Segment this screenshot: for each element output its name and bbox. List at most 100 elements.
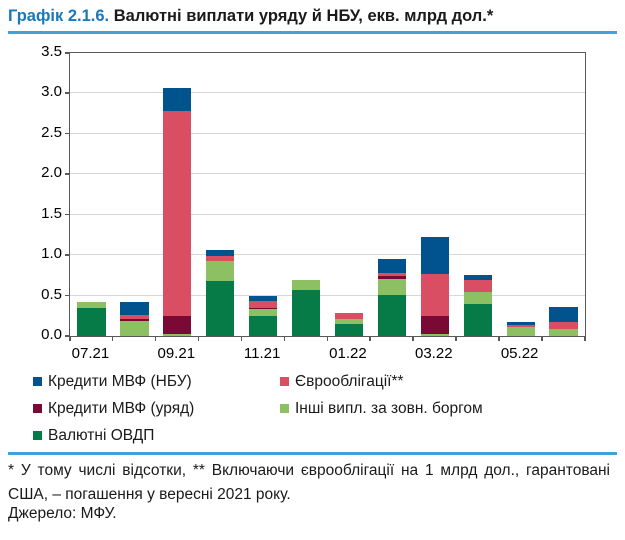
stacked-bar-06.22 [549,306,578,336]
stacked-bar-09.21 [163,87,192,336]
gridline [70,213,585,215]
x-axis-label: 09.21 [157,345,196,362]
bar-segment [291,280,321,290]
bar-slot-11.21 [242,53,285,336]
bar-segment [377,259,407,273]
bar-segment [377,272,407,277]
bar-slot-08.21 [113,53,156,336]
plot-area [69,52,586,337]
bar-segment [77,302,106,308]
bar-segment [248,301,278,308]
bar-segment [163,333,192,336]
y-tick [65,52,69,54]
legend-label: Кредити МВФ (уряд) [48,399,195,417]
legend-item: Валютні ОВДП [33,422,194,449]
bar-segment [163,315,192,334]
bar-segment [420,315,449,334]
bar-segment [120,321,149,336]
bar-segment [77,307,106,336]
x-axis-label: 05.22 [500,345,539,362]
legend-label: Валютні ОВДП [48,426,155,444]
bar-segment [420,237,449,274]
x-tick [240,337,243,341]
chart-region: 0.0 0.5 1.0 1.5 2.0 2.5 3.0 3.5 07.21 09.21 11.21… [0,43,625,365]
stacked-bar-10.21 [206,250,235,336]
bar-segment [463,291,492,304]
y-tick [65,294,69,297]
bar-segment [248,307,278,310]
x-tick [283,337,286,341]
x-axis-label: 11.21 [243,345,281,362]
bar-segment [248,296,278,302]
stacked-bar-03.22 [420,237,449,336]
x-tick [455,337,457,341]
chart-title: Графік 2.1.6. Валютні виплати уряду й НБ… [8,7,617,26]
y-axis-label: 3.0 [41,83,62,101]
bar-segment [506,322,535,325]
bar-segment [291,289,321,336]
gridline [70,294,585,296]
x-tick [154,337,157,341]
bar-segment [334,312,364,320]
bar-segment [206,250,235,256]
bar-segment [377,294,407,336]
x-tick [197,337,200,341]
gridline [70,132,585,134]
bar-segment [549,306,578,323]
bar-segment [377,276,407,279]
x-tick [412,337,414,341]
x-axis-label: 07.21 [71,345,110,362]
source-text: Джерело: МФУ. [8,505,117,522]
bar-row [70,53,585,336]
bar-slot-03.22 [413,53,456,336]
bar-segment [506,324,535,328]
chart-number: Графік 2.1.6. [8,7,110,25]
chart-title-text: Валютні виплати уряду й НБУ, екв. млрд д… [109,7,494,25]
bar-slot-09.21 [156,53,199,336]
legend-item: Кредити МВФ (НБУ) [33,368,194,395]
title-divider [8,31,617,34]
y-tick [65,132,69,135]
x-axis-label: 03.22 [415,345,453,362]
stacked-bar-11.21 [248,296,278,336]
x-tick [369,337,371,341]
bar-segment [206,281,235,336]
stacked-bar-07.21 [77,302,106,336]
y-tick [65,213,69,216]
x-tick [69,337,71,341]
stacked-bar-05.22 [506,322,535,336]
legend-item: Єврооблігації** [280,368,483,395]
x-tick [584,337,586,341]
bar-segment [206,260,235,282]
gridline [70,254,585,256]
y-axis-label: 3.5 [41,43,62,60]
bar-segment [549,322,578,329]
y-tick [65,335,69,337]
bar-segment [463,303,492,336]
x-tick [541,337,543,341]
y-axis-label: 2.5 [41,123,62,141]
legend-label: Єврооблігації** [295,372,404,390]
y-axis-label: 0.5 [41,285,62,303]
bar-segment [463,275,492,281]
bar-slot-02.22 [370,53,413,336]
bar-slot-12.21 [285,53,328,336]
bar-slot-10.21 [199,53,242,336]
x-tick [498,337,500,341]
bar-segment [120,319,149,322]
legend-column: Кредити МВФ (НБУ) Кредити МВФ (уряд) Валют… [33,368,194,449]
legend-item: Кредити МВФ (уряд) [33,395,194,422]
legend-swatch-icon [280,404,289,413]
y-axis-label: 2.0 [41,164,62,182]
bar-segment [506,327,535,336]
stacked-bar-02.22 [377,259,407,336]
legend-label: Інші випл. за зовн. боргом [295,399,483,417]
bar-slot-07.21 [70,53,113,336]
bar-segment [163,87,192,112]
legend-item: Інші випл. за зовн. боргом [280,395,483,422]
bar-segment [377,278,407,295]
bar-segment [549,328,578,336]
footer-divider [8,452,617,455]
y-tick [65,254,69,256]
legend-swatch-icon [33,404,42,413]
